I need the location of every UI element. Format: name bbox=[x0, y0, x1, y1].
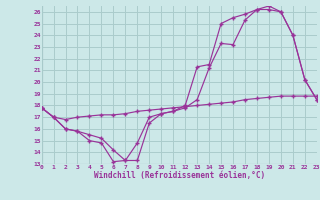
X-axis label: Windchill (Refroidissement éolien,°C): Windchill (Refroidissement éolien,°C) bbox=[94, 171, 265, 180]
